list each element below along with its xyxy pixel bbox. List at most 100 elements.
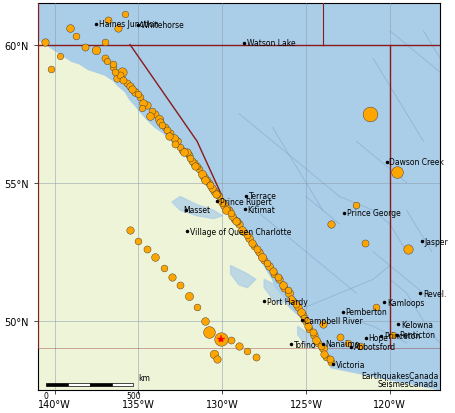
Bar — [111, 383, 133, 387]
Point — [135, 238, 142, 244]
Polygon shape — [113, 67, 130, 87]
Point — [136, 95, 144, 101]
Point — [303, 318, 310, 324]
Point — [234, 218, 241, 225]
Point — [193, 164, 201, 170]
Point — [105, 17, 112, 24]
Polygon shape — [314, 205, 331, 225]
Point — [148, 108, 156, 115]
Point — [203, 177, 211, 184]
Point — [178, 147, 186, 154]
Point — [232, 218, 239, 225]
Text: Victoria: Victoria — [336, 360, 366, 369]
Point — [220, 202, 228, 209]
Point — [188, 158, 196, 164]
Point — [116, 73, 124, 79]
Point — [172, 141, 179, 148]
Text: Kelowna: Kelowna — [401, 320, 433, 329]
Text: Prince Rupert: Prince Rupert — [220, 197, 272, 206]
Point — [101, 39, 109, 46]
Point — [200, 174, 207, 181]
Point — [185, 152, 192, 159]
Point — [168, 273, 176, 280]
Point — [225, 207, 233, 214]
Text: Penticton: Penticton — [399, 330, 436, 339]
Point — [93, 47, 100, 54]
Point — [210, 188, 217, 195]
Point — [177, 144, 184, 151]
Point — [120, 78, 127, 85]
Point — [314, 340, 321, 347]
Polygon shape — [172, 197, 222, 219]
Point — [223, 205, 231, 211]
Polygon shape — [231, 266, 256, 288]
Point — [227, 210, 234, 217]
Point — [323, 354, 330, 360]
Point — [279, 282, 286, 288]
Point — [217, 336, 224, 342]
Point — [271, 271, 278, 278]
Point — [252, 354, 259, 360]
Point — [249, 240, 256, 247]
Point — [274, 273, 281, 280]
Point — [126, 83, 134, 90]
Point — [361, 240, 369, 247]
Point — [210, 351, 217, 357]
Text: 500: 500 — [126, 392, 141, 401]
Point — [336, 334, 343, 341]
Point — [222, 207, 229, 214]
Text: Prince George: Prince George — [347, 209, 400, 218]
Text: Village of Queen Charlotte: Village of Queen Charlotte — [190, 227, 291, 236]
Point — [287, 296, 294, 302]
Point — [266, 263, 273, 269]
Point — [208, 185, 216, 192]
Text: 0: 0 — [44, 392, 49, 401]
Point — [177, 282, 184, 288]
Text: Campbell River: Campbell River — [304, 316, 363, 325]
Point — [192, 164, 199, 170]
Point — [198, 172, 206, 178]
Text: Haines Junction: Haines Junction — [99, 20, 159, 29]
Point — [167, 131, 174, 137]
Point — [227, 337, 234, 344]
Polygon shape — [162, 194, 202, 249]
Point — [309, 329, 316, 335]
Text: Dawson Creek: Dawson Creek — [389, 158, 444, 167]
Point — [190, 161, 197, 167]
Point — [353, 202, 360, 209]
Point — [218, 199, 226, 206]
Point — [121, 12, 129, 19]
Point — [244, 348, 251, 355]
Point — [111, 70, 119, 76]
Point — [393, 169, 400, 176]
Point — [245, 235, 253, 242]
Point — [289, 299, 296, 305]
Polygon shape — [38, 4, 440, 390]
Point — [81, 45, 88, 52]
Point — [254, 246, 261, 253]
Text: SeismesCanada: SeismesCanada — [378, 380, 439, 389]
Polygon shape — [249, 296, 334, 368]
Point — [205, 329, 212, 335]
Point — [187, 155, 194, 162]
Point — [326, 356, 333, 363]
Point — [328, 359, 335, 366]
Point — [301, 315, 308, 322]
Point — [294, 304, 301, 311]
Point — [319, 345, 326, 352]
Text: EarthquakesCanada: EarthquakesCanada — [361, 371, 439, 380]
Point — [313, 337, 320, 344]
Point — [155, 116, 162, 123]
Point — [239, 227, 246, 233]
Point — [118, 70, 125, 76]
Point — [373, 304, 380, 311]
Point — [318, 342, 325, 349]
Point — [212, 191, 219, 197]
Point — [344, 340, 352, 347]
Point — [304, 323, 311, 330]
Point — [306, 326, 313, 332]
Point — [56, 53, 63, 60]
Point — [173, 139, 181, 145]
Point — [366, 111, 374, 118]
Point — [207, 183, 214, 189]
